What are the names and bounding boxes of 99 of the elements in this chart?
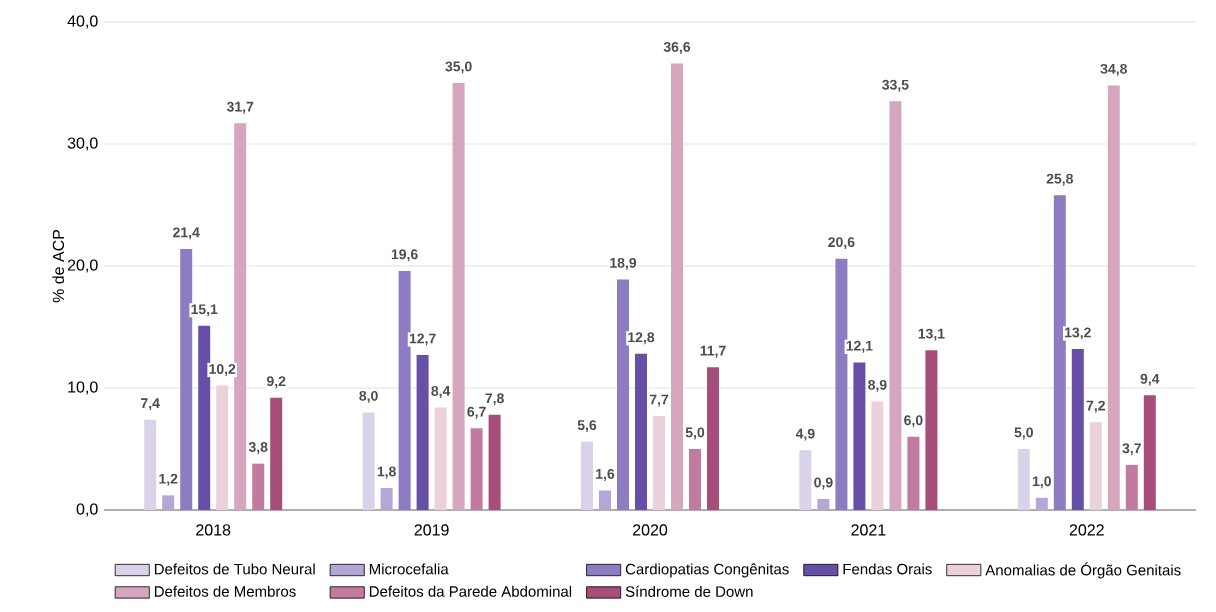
bar <box>689 449 702 510</box>
bar <box>653 416 666 510</box>
bar <box>488 414 501 510</box>
legend-label: Síndrome de Down <box>625 585 753 597</box>
x-tick-label: 2021 <box>851 524 886 536</box>
data-label: 12,8 <box>628 332 655 345</box>
bar <box>835 258 848 510</box>
data-label: 0,9 <box>814 477 833 490</box>
bar <box>270 397 283 510</box>
bar <box>907 436 920 510</box>
data-label: 7,8 <box>485 393 504 406</box>
data-label: 12,7 <box>409 333 436 346</box>
bar <box>362 412 375 510</box>
data-label: 35,0 <box>445 61 472 74</box>
bar <box>1143 395 1156 510</box>
data-label: 10,2 <box>209 364 236 376</box>
bar <box>853 362 866 510</box>
bar <box>162 495 175 510</box>
bar <box>1089 422 1102 510</box>
legend-label: Defeitos de Tubo Neural <box>154 563 315 575</box>
legend-label: Defeitos da Parede Abdominal <box>369 585 572 597</box>
data-label: 13,2 <box>1065 327 1091 340</box>
bar <box>799 450 812 510</box>
data-label: 1,2 <box>159 473 178 486</box>
data-label: 3,7 <box>1122 443 1141 456</box>
bar <box>198 325 211 510</box>
data-label: 31,7 <box>226 101 254 114</box>
legend-label: Microcefalia <box>369 563 449 575</box>
data-label: 1,8 <box>377 466 396 479</box>
data-label: 1,6 <box>596 468 615 481</box>
bar <box>599 490 611 510</box>
bar <box>452 83 465 510</box>
data-label: 19,6 <box>391 249 418 262</box>
data-label: 4,9 <box>795 428 815 441</box>
y-axis-title: % de ACP <box>52 229 65 303</box>
data-label: 25,8 <box>1046 173 1073 186</box>
legend-label: Defeitos de Membros <box>154 585 296 597</box>
bar <box>671 63 683 510</box>
x-tick-label: 2019 <box>414 524 449 536</box>
data-label: 11,7 <box>700 345 726 358</box>
data-label: 5,0 <box>1014 427 1033 440</box>
bar <box>581 441 593 510</box>
bar <box>635 353 647 510</box>
bar <box>234 123 247 510</box>
data-label: 6,0 <box>904 415 923 428</box>
data-label: 7,4 <box>141 398 160 411</box>
bar <box>180 248 193 510</box>
data-label: 9,2 <box>266 376 286 389</box>
data-label: 8,9 <box>868 379 887 392</box>
data-label: 3,8 <box>248 442 268 455</box>
bar <box>1107 85 1120 510</box>
data-label: 6,7 <box>467 406 486 419</box>
data-label: 33,5 <box>882 79 909 92</box>
bar <box>817 499 830 510</box>
y-tick-label: 30,0 <box>67 137 98 151</box>
data-label: 20,6 <box>828 237 855 250</box>
bar <box>889 101 902 510</box>
data-label: 9,4 <box>1140 373 1160 386</box>
x-tick-label: 2020 <box>633 524 668 536</box>
bar <box>470 428 483 510</box>
legend-label: Cardiopatias Congênitas <box>625 563 789 578</box>
bar <box>1071 348 1084 510</box>
data-label: 8,0 <box>359 390 378 403</box>
bar <box>707 367 719 510</box>
bar <box>1053 195 1066 510</box>
data-label: 8,4 <box>431 386 451 398</box>
bar <box>1125 464 1138 510</box>
y-tick-label: 0,0 <box>76 503 98 517</box>
data-label: 5,6 <box>577 420 597 433</box>
bar <box>380 488 393 510</box>
legend-label: Anomalias de Órgão Genitais <box>985 562 1181 579</box>
bar <box>398 270 411 510</box>
y-tick-label: 20,0 <box>67 259 98 273</box>
bar <box>252 463 265 510</box>
x-tick-label: 2018 <box>196 524 231 536</box>
data-label: 36,6 <box>663 41 691 54</box>
data-label: 7,2 <box>1086 400 1105 413</box>
bar <box>144 419 157 510</box>
data-label: 1,0 <box>1032 476 1051 489</box>
data-label: 7,7 <box>649 394 669 407</box>
bar <box>416 355 429 510</box>
bar <box>1035 497 1048 510</box>
data-label: 5,0 <box>685 427 705 440</box>
y-tick-label: 10,0 <box>68 381 98 395</box>
data-label: 12,1 <box>846 340 873 353</box>
bar <box>617 279 629 510</box>
bar <box>434 407 447 510</box>
bar <box>1017 449 1030 510</box>
data-label: 18,9 <box>610 257 637 270</box>
bar <box>925 350 938 510</box>
data-label: 13,1 <box>918 328 945 341</box>
y-tick-label: 40,0 <box>67 15 98 29</box>
data-label: 34,8 <box>1100 63 1127 76</box>
data-label: 15,1 <box>191 304 218 317</box>
legend-label: Fendas Orais <box>843 563 932 575</box>
data-label: 21,4 <box>173 227 200 240</box>
x-tick-label: 2022 <box>1069 524 1104 536</box>
bar <box>216 385 229 510</box>
bar <box>871 401 884 510</box>
